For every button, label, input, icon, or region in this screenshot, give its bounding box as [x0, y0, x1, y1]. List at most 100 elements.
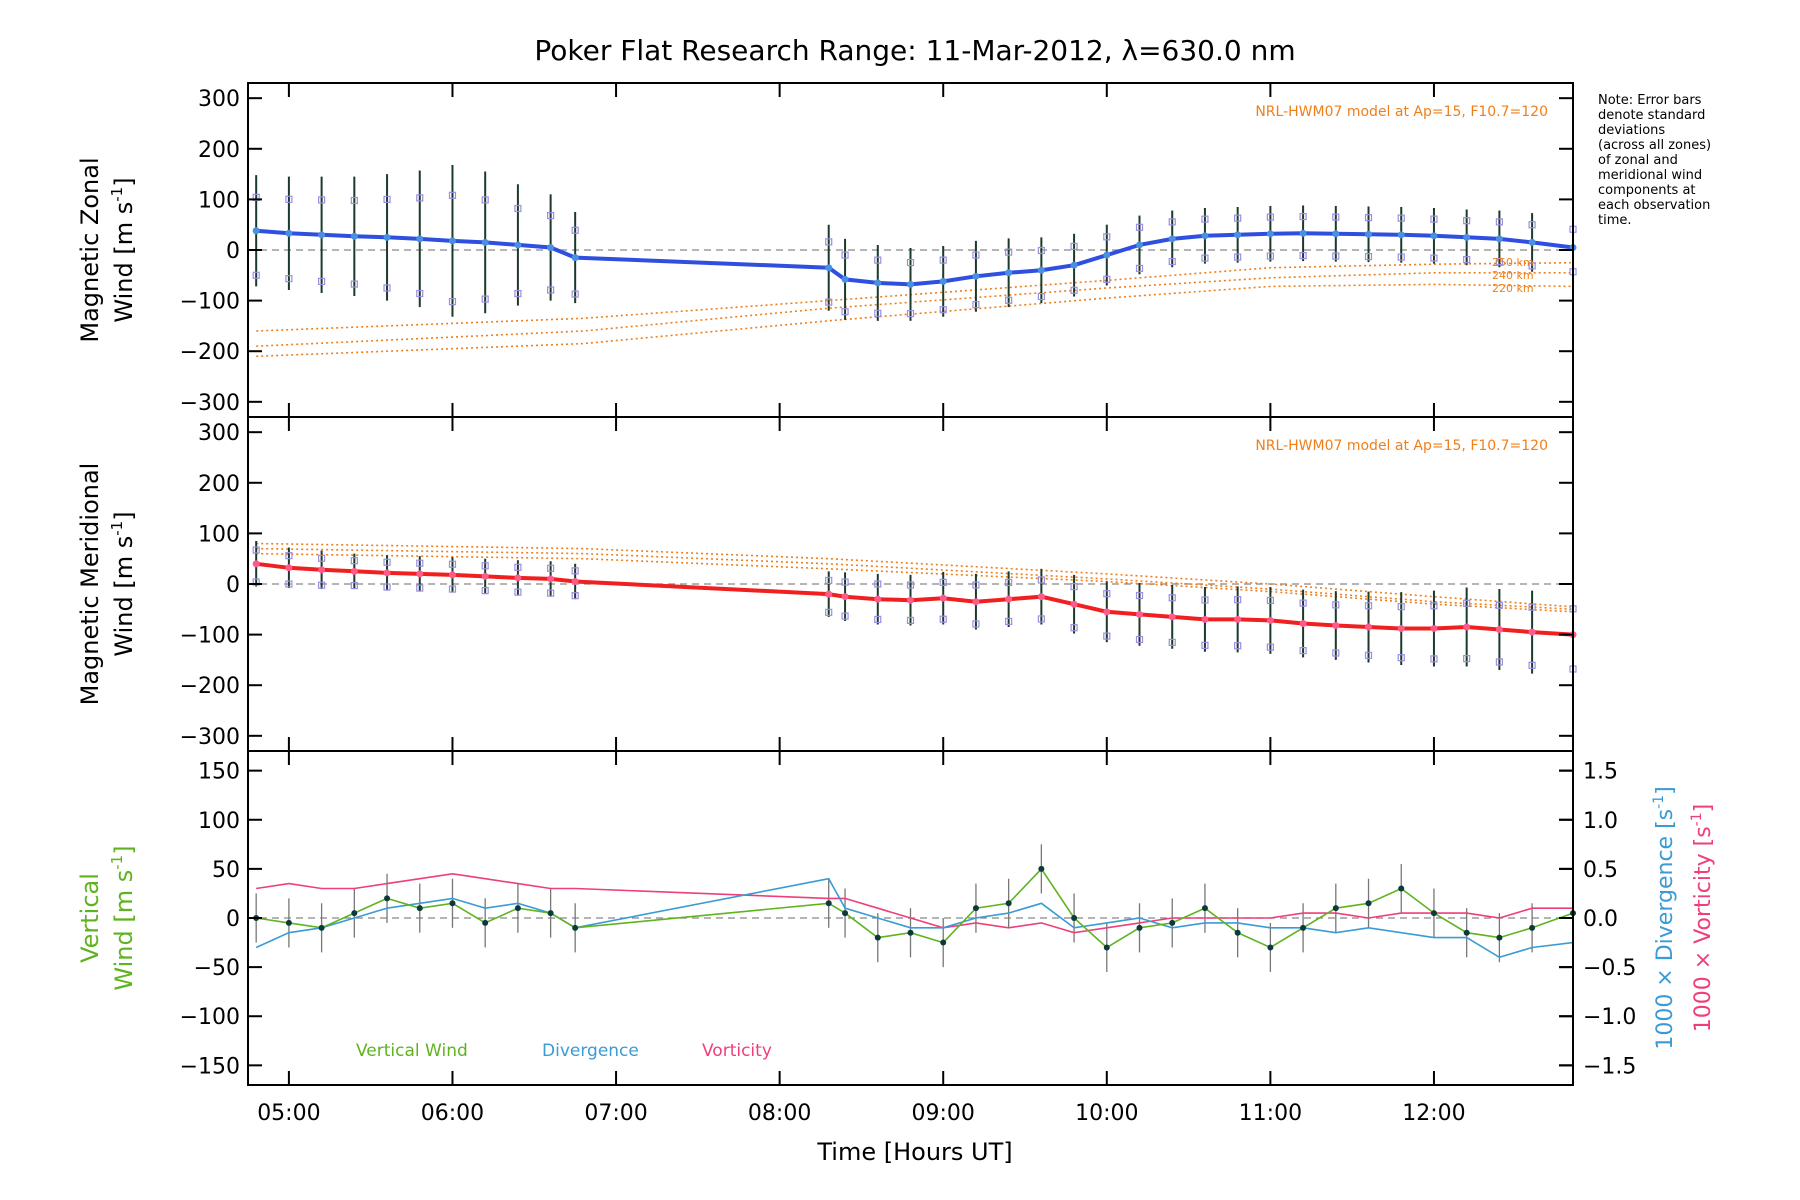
zone-sample-marker	[1495, 658, 1503, 666]
note-line: time.	[1598, 213, 1632, 228]
y-tick-label: 100	[198, 809, 240, 834]
y-tick-label: −200	[180, 674, 240, 699]
zone-sample-marker	[1005, 296, 1013, 304]
legend-vorticity: Vorticity	[702, 1041, 772, 1061]
zonal-mean-line	[252, 227, 1577, 288]
y-label-bracket: ]	[110, 511, 138, 520]
divergence-line	[255, 877, 1574, 959]
mean-wind-point	[1266, 616, 1274, 624]
zone-sample-marker	[383, 284, 391, 292]
x-tick-label: 11:00	[1239, 1101, 1302, 1126]
zone-sample-marker	[514, 588, 522, 596]
zone-sample-marker	[1135, 223, 1144, 231]
y-tick-label: −50	[194, 956, 240, 981]
zone-sample-marker	[416, 194, 424, 202]
mean-wind-point	[1037, 266, 1045, 274]
zone-sample-marker	[841, 578, 849, 586]
y-label-text: Wind [m s	[110, 536, 138, 657]
vertical-wind-point	[1398, 885, 1405, 892]
y2-tick-label: −0.5	[1583, 956, 1636, 981]
zone-sample-marker	[906, 258, 915, 267]
mean-wind-point	[547, 575, 555, 583]
mean-wind-point	[1299, 229, 1307, 237]
mean-wind-point	[547, 243, 555, 251]
vertical-wind-point	[547, 910, 554, 917]
zone-sample-marker	[285, 275, 293, 283]
zone-sample-marker	[1201, 215, 1209, 223]
mean-wind-point	[481, 572, 489, 580]
y-label-bracket: ]	[110, 177, 138, 186]
zone-sample-marker	[547, 211, 555, 220]
vertical-y-axis: 150 100 50 0 −50 −100 −150	[180, 760, 1573, 1079]
zonal-y-label-line1: Magnetic Zonal	[76, 157, 104, 342]
zone-sample-marker	[841, 612, 849, 620]
y-tick-label: 0	[226, 239, 240, 264]
vertical-wind-point	[1529, 924, 1536, 931]
vertical-wind-point	[1201, 905, 1208, 912]
zone-sample-marker	[1397, 654, 1405, 662]
legend-divergence: Divergence	[542, 1041, 639, 1061]
vertical-wind-point	[572, 924, 579, 931]
mean-wind-point	[825, 590, 833, 598]
zone-sample-marker	[1430, 655, 1438, 663]
note-line: denote standard	[1598, 108, 1705, 123]
model-line	[256, 272, 1573, 347]
zone-sample-marker	[841, 251, 849, 259]
zone-sample-marker	[252, 271, 260, 279]
zone-sample-marker	[1070, 583, 1078, 591]
zonal-y-label: Magnetic Zonal Wind [m s-1]	[76, 157, 138, 342]
zonal-x-ticks	[287, 83, 1435, 417]
mean-wind-point	[1332, 621, 1340, 629]
mean-wind-point	[416, 570, 424, 578]
zone-sample-marker	[1135, 591, 1144, 600]
meridional-panel: 300 200 100 0 −100 −200 −300 NRL-HWM07 model a…	[76, 416, 1577, 752]
y-label-superscript: -1	[108, 521, 126, 536]
mean-wind-point	[1234, 231, 1242, 239]
vertical-wind-point	[842, 910, 849, 917]
mean-wind-point	[1201, 232, 1209, 240]
zone-sample-marker	[1430, 602, 1438, 610]
zone-sample-marker	[972, 620, 980, 628]
meridional-mean-line	[252, 560, 1577, 639]
zone-sample-marker	[1463, 654, 1471, 663]
mean-wind-point	[1070, 600, 1078, 608]
y-tick-label: −150	[180, 1054, 240, 1079]
mean-wind-point	[1266, 230, 1274, 238]
vorticity-y-label: 1000 × Vorticity [s-1]	[1689, 804, 1716, 1032]
vertical-wind-point	[1496, 934, 1503, 941]
zone-sample-marker	[906, 616, 915, 625]
zone-sample-marker	[1397, 253, 1405, 261]
x-tick-label: 09:00	[912, 1101, 975, 1126]
zone-sample-marker	[1364, 602, 1373, 610]
y-label-bracket: ]	[110, 845, 138, 854]
vorticity-axis-label: 1000 × Vorticity [s-1]	[1689, 804, 1716, 1032]
zone-sample-marker	[481, 586, 489, 595]
zone-sample-marker	[318, 581, 326, 589]
mean-wind-point	[841, 593, 849, 601]
zone-sample-marker	[1266, 596, 1274, 604]
zone-sample-marker	[1168, 594, 1176, 602]
mean-wind-point	[285, 564, 293, 572]
zone-sample-marker	[514, 289, 522, 298]
zone-sample-marker	[1463, 256, 1471, 264]
zone-sample-marker	[514, 563, 522, 571]
zone-sample-marker	[350, 581, 358, 590]
zone-sample-marker	[547, 286, 555, 294]
zone-sample-marker	[1495, 218, 1503, 226]
zone-sample-marker	[481, 196, 489, 204]
note-line: each observation	[1598, 198, 1710, 213]
mean-wind-point	[874, 279, 882, 287]
zone-sample-marker	[825, 608, 833, 616]
model-altitude-label: 220 km	[1492, 282, 1534, 295]
zone-sample-marker	[1037, 576, 1045, 584]
zone-sample-marker	[874, 615, 882, 624]
mean-wind-point	[448, 571, 456, 579]
zone-sample-marker	[939, 615, 947, 623]
zone-sample-marker	[285, 580, 293, 588]
note-line: of zonal and	[1598, 153, 1678, 168]
zonal-panel: 300 200 100 0 −100 −200 −300 NRL-HWM07 model a…	[76, 82, 1577, 418]
vertical-wind-point	[1365, 900, 1372, 907]
x-tick-label: 06:00	[421, 1101, 484, 1126]
vertical-wind-point	[1005, 900, 1012, 907]
